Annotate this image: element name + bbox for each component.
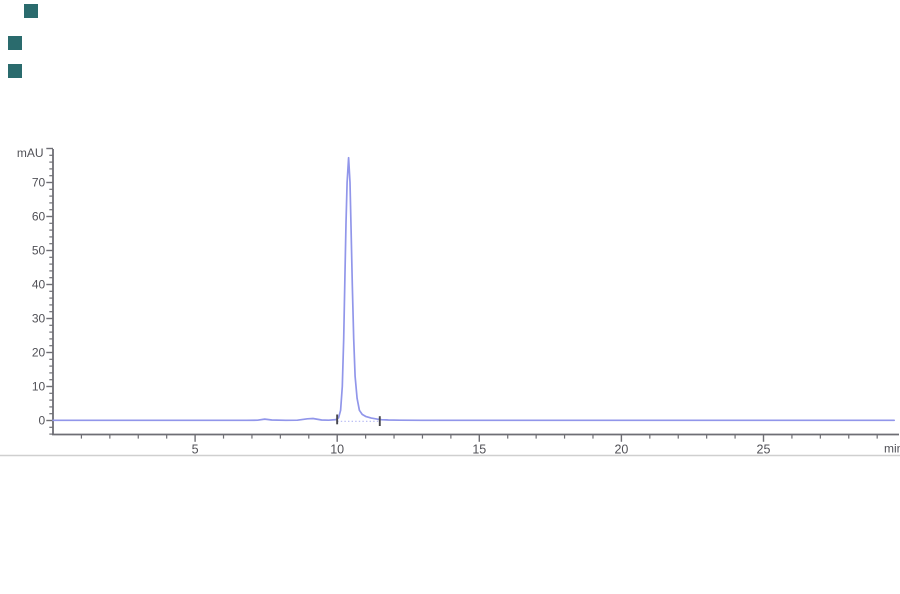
- chromatogram-trace: [52, 156, 896, 422]
- x-axis-unit-label: min: [884, 442, 900, 456]
- peak-start-marker: [336, 414, 339, 425]
- y-tick-label: 0: [39, 414, 46, 428]
- y-tick-label: 40: [32, 278, 46, 292]
- y-tick-label: 30: [32, 312, 46, 326]
- x-tick-label: 25: [757, 443, 771, 457]
- y-tick-label: 20: [32, 346, 46, 360]
- corner-marker-square: [8, 64, 22, 78]
- y-tick-label: 70: [32, 176, 46, 190]
- corner-marker-square: [8, 36, 22, 50]
- x-tick-label: 5: [192, 443, 199, 457]
- x-tick-label: 15: [472, 443, 486, 457]
- x-tick-label: 10: [330, 443, 344, 457]
- y-tick-label: 10: [32, 380, 46, 394]
- y-tick-label: 60: [32, 210, 46, 224]
- x-tick-label: 20: [614, 443, 628, 457]
- y-tick-label: 50: [32, 244, 46, 258]
- peak-end-marker: [378, 416, 381, 426]
- corner-marker-square: [24, 4, 38, 18]
- y-axis-unit-label: mAU: [17, 146, 44, 160]
